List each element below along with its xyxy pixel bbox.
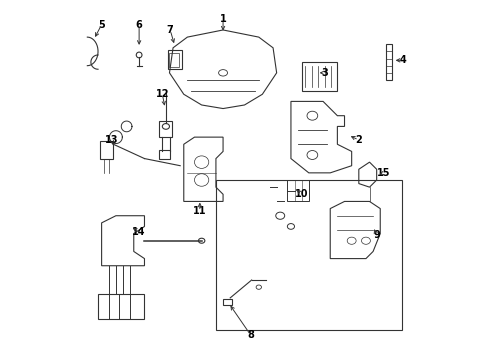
Text: 4: 4: [399, 55, 406, 65]
Bar: [301, 62, 337, 91]
Text: 13: 13: [104, 135, 118, 145]
Bar: [100, 141, 113, 158]
Text: 5: 5: [98, 19, 105, 30]
Bar: [223, 298, 231, 305]
Bar: [169, 53, 179, 67]
Text: 11: 11: [193, 206, 206, 216]
Text: 9: 9: [372, 230, 379, 240]
Text: 15: 15: [376, 168, 390, 178]
Bar: [385, 44, 391, 80]
Bar: [216, 180, 401, 330]
Text: 7: 7: [166, 25, 173, 35]
Text: 10: 10: [294, 189, 308, 199]
Text: 3: 3: [321, 68, 327, 78]
Text: 8: 8: [247, 330, 254, 341]
Text: 1: 1: [219, 14, 226, 24]
Text: 2: 2: [355, 135, 362, 145]
Text: 6: 6: [136, 19, 142, 30]
Bar: [159, 150, 170, 158]
Text: 14: 14: [132, 227, 145, 237]
Text: 12: 12: [155, 89, 169, 99]
Bar: [167, 50, 182, 69]
Bar: [159, 121, 172, 137]
Bar: [98, 294, 144, 319]
